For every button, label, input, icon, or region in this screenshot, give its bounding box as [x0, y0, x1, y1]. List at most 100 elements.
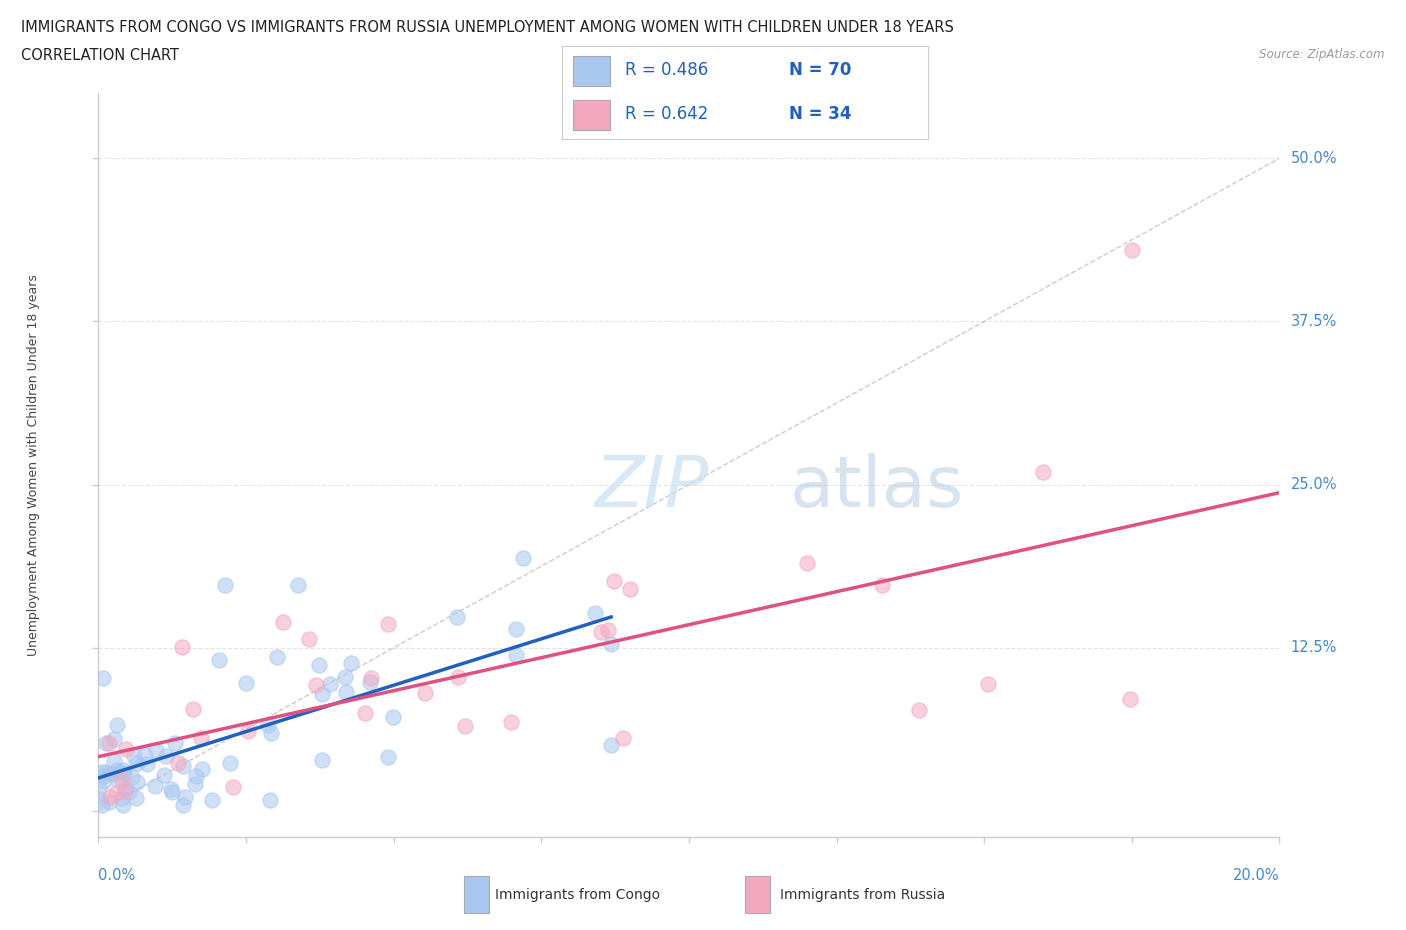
Point	[135, 757, 157, 772]
Point	[90, 798, 112, 813]
Point	[105, 785, 128, 800]
Point	[222, 780, 245, 795]
Point	[454, 719, 477, 734]
Point	[160, 784, 183, 799]
Text: atlas: atlas	[789, 453, 963, 522]
Text: 20.0%: 20.0%	[1233, 868, 1279, 883]
Point	[583, 605, 606, 620]
Text: 0.0%: 0.0%	[98, 868, 135, 883]
Point	[184, 777, 207, 792]
Point	[143, 778, 166, 793]
Point	[98, 794, 121, 809]
Text: 12.5%: 12.5%	[1291, 640, 1337, 656]
Text: N = 70: N = 70	[789, 60, 852, 79]
Point	[103, 753, 125, 768]
Point	[259, 792, 281, 807]
Point	[114, 781, 136, 796]
Point	[111, 763, 134, 777]
Point	[218, 755, 240, 770]
Point	[91, 765, 114, 780]
Point	[190, 730, 212, 745]
Point	[94, 764, 117, 779]
Point	[166, 755, 188, 770]
Point	[208, 653, 231, 668]
Point	[111, 773, 134, 788]
Point	[238, 724, 260, 738]
Point	[382, 710, 405, 724]
Point	[111, 798, 134, 813]
Point	[1032, 464, 1054, 479]
Point	[91, 768, 114, 783]
Point	[870, 578, 893, 592]
Point	[505, 622, 527, 637]
Point	[600, 737, 623, 752]
Point	[319, 676, 342, 691]
Point	[103, 765, 125, 780]
Text: Unemployment Among Women with Children Under 18 years: Unemployment Among Women with Children U…	[27, 274, 39, 656]
Point	[118, 785, 141, 800]
Point	[377, 617, 399, 631]
Point	[600, 637, 623, 652]
Point	[145, 742, 167, 757]
Point	[260, 725, 283, 740]
Point	[305, 677, 328, 692]
Point	[191, 761, 214, 776]
Point	[603, 574, 626, 589]
Point	[596, 622, 619, 637]
Point	[125, 755, 148, 770]
Point	[612, 731, 634, 746]
Point	[796, 555, 818, 570]
Text: Immigrants from Russia: Immigrants from Russia	[780, 887, 946, 902]
FancyBboxPatch shape	[574, 56, 610, 86]
FancyBboxPatch shape	[574, 100, 610, 130]
Point	[114, 783, 136, 798]
Point	[121, 770, 143, 785]
Text: Source: ZipAtlas.com: Source: ZipAtlas.com	[1260, 48, 1385, 61]
Point	[446, 609, 468, 624]
Point	[1121, 242, 1143, 257]
Point	[153, 767, 176, 782]
Point	[107, 773, 129, 788]
Point	[214, 578, 236, 592]
Point	[287, 578, 309, 592]
Point	[501, 714, 523, 729]
Point	[271, 614, 294, 629]
Point	[159, 781, 181, 796]
Point	[340, 656, 363, 671]
Point	[172, 759, 194, 774]
Point	[257, 717, 280, 732]
Point	[266, 649, 288, 664]
Point	[377, 750, 399, 764]
Point	[1119, 691, 1142, 706]
Text: 25.0%: 25.0%	[1291, 477, 1337, 492]
Point	[359, 675, 381, 690]
Point	[184, 768, 207, 783]
Point	[125, 790, 148, 805]
Point	[311, 686, 333, 701]
Point	[91, 671, 114, 685]
Point	[360, 671, 382, 685]
Point	[977, 676, 1000, 691]
Point	[201, 792, 224, 807]
Point	[619, 581, 641, 596]
Text: CORRELATION CHART: CORRELATION CHART	[21, 48, 179, 63]
Point	[353, 705, 375, 720]
Point	[591, 625, 613, 640]
Point	[107, 763, 129, 777]
Point	[111, 790, 134, 805]
Point	[311, 752, 333, 767]
Text: Immigrants from Congo: Immigrants from Congo	[495, 887, 659, 902]
Point	[97, 766, 120, 781]
Point	[107, 718, 129, 733]
Point	[134, 748, 156, 763]
Text: R = 0.486: R = 0.486	[624, 60, 707, 79]
Point	[155, 749, 177, 764]
Point	[89, 791, 111, 806]
Point	[174, 790, 197, 804]
Text: ZIP: ZIP	[595, 453, 709, 522]
Point	[512, 551, 534, 565]
Point	[93, 774, 115, 789]
Point	[172, 798, 194, 813]
Point	[97, 736, 120, 751]
Text: 37.5%: 37.5%	[1291, 314, 1337, 329]
